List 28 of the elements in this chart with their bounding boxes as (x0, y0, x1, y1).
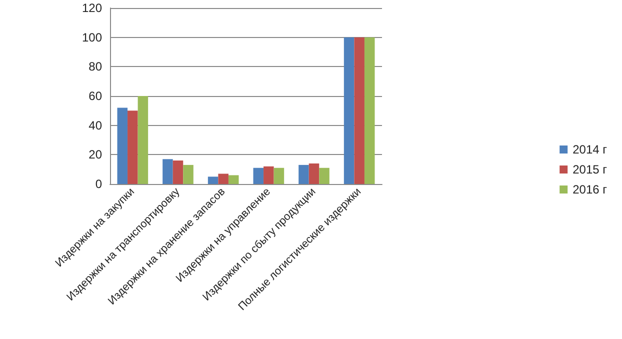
y-tick-label: 60 (88, 89, 102, 103)
y-tick-label: 20 (88, 148, 102, 162)
bar (253, 168, 264, 184)
y-tick-label: 100 (82, 30, 102, 44)
legend-label: 2015 г (572, 162, 608, 176)
bar (298, 164, 309, 184)
bar (274, 168, 284, 184)
bar (162, 159, 173, 184)
y-tick-label: 0 (95, 177, 102, 191)
bar (264, 166, 274, 184)
bar (319, 168, 330, 184)
bar (308, 163, 320, 184)
bar (218, 174, 228, 184)
bar (183, 164, 194, 184)
bar (172, 160, 184, 184)
bar (344, 37, 354, 184)
legend-label: 2014 г (572, 142, 608, 156)
bar (228, 175, 239, 184)
bar (364, 37, 375, 184)
y-tick-label: 80 (88, 60, 102, 74)
bar (138, 96, 148, 184)
y-tick-label: 40 (88, 118, 102, 132)
legend-label: 2016 г (572, 182, 608, 196)
y-tick-label: 120 (82, 1, 102, 15)
bar (128, 110, 138, 184)
bar (354, 37, 364, 184)
bar (208, 176, 218, 184)
bar (117, 108, 128, 184)
